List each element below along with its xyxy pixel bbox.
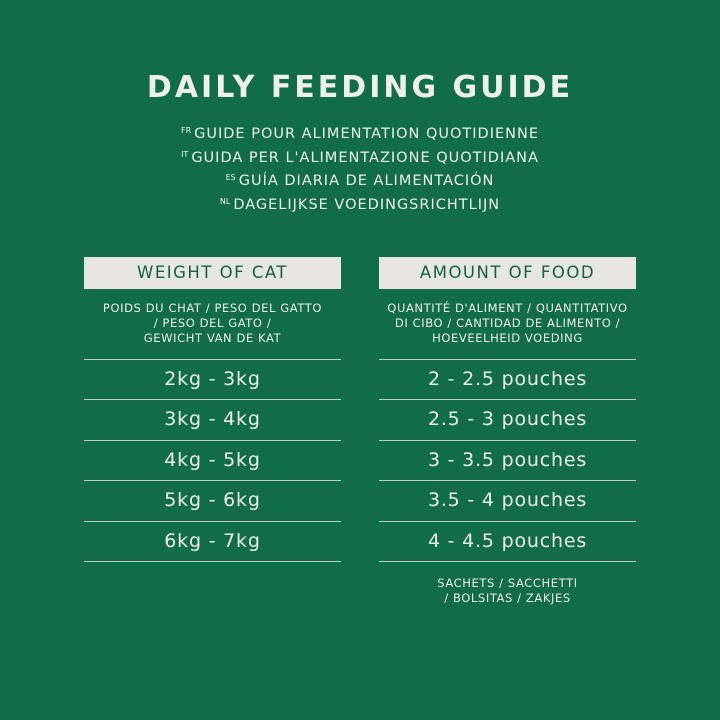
weight-column: WEIGHT OF CAT POIDS DU CHAT / PESO DEL G… (84, 257, 341, 562)
page-title: DAILY FEEDING GUIDE (146, 70, 574, 105)
weight-description: POIDS DU CHAT / PESO DEL GATTO / PESO DEL… (84, 257, 341, 360)
food-row: 3 - 3.5 pouches (379, 441, 636, 482)
translated-titles: FR GUIDE POUR ALIMENTATION QUOTIDIENNE IT… (0, 121, 720, 215)
weight-row: 2kg - 3kg (84, 360, 341, 401)
food-unit-note: SACHETS / SACCHETTI / BOLSITAS / ZAKJES (437, 575, 578, 605)
food-row: 4 - 4.5 pouches (379, 522, 636, 562)
weight-row: 6kg - 7kg (84, 522, 341, 562)
food-row: 2.5 - 3 pouches (379, 400, 636, 441)
subtitle-it: IT GUIDA PER L'ALIMENTAZIONE QUOTIDIANA (181, 149, 539, 166)
weight-row: 4kg - 5kg (84, 441, 341, 482)
weight-row: 3kg - 4kg (84, 400, 341, 441)
weight-row: 5kg - 6kg (84, 481, 341, 522)
subtitle-es: ES GUÍA DIARIA DE ALIMENTACIÓN (225, 173, 495, 189)
subtitle-nl: NL DAGELIJKSE VOEDINGSRICHTLIJN (219, 196, 501, 213)
food-row: 2 - 2.5 pouches (379, 360, 636, 401)
subtitle-fr: FR GUIDE POUR ALIMENTATION QUOTIDIENNE (180, 126, 540, 142)
food-header: AMOUNT OF FOOD (379, 257, 636, 289)
weight-header: WEIGHT OF CAT (84, 257, 341, 289)
food-description: QUANTITÉ D'ALIMENT / QUANTITATIVO DI CIBO… (379, 257, 636, 360)
food-row: 3.5 - 4 pouches (379, 481, 636, 522)
food-column: AMOUNT OF FOOD QUANTITÉ D'ALIMENT / QUAN… (379, 257, 636, 606)
